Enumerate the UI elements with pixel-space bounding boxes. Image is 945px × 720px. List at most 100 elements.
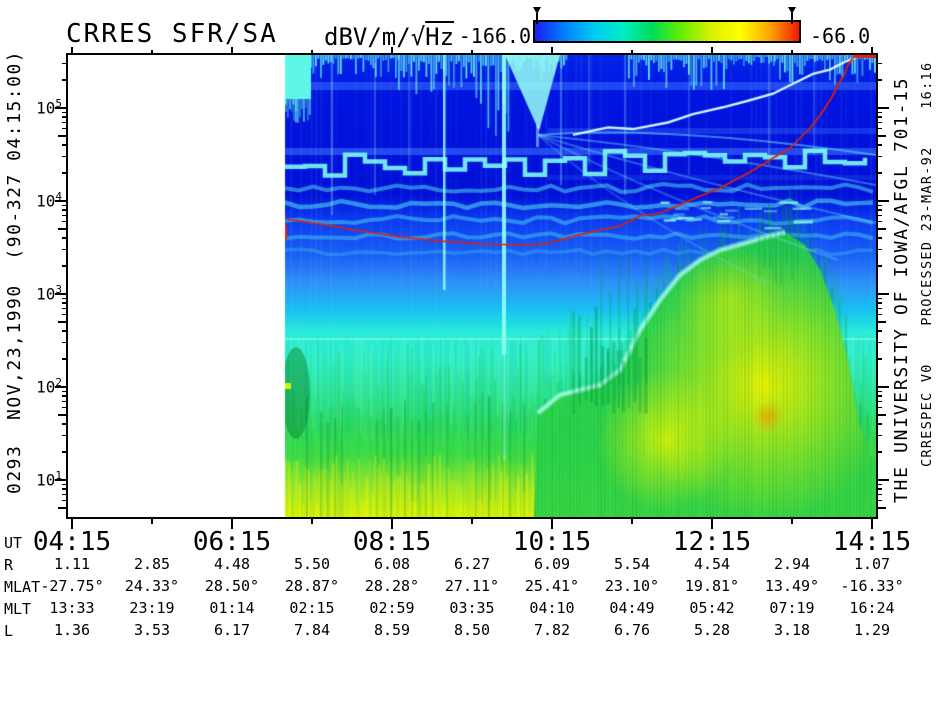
axis-tick xyxy=(878,321,886,323)
axis-tick xyxy=(62,330,66,332)
axis-tick xyxy=(878,358,882,360)
axis-tick xyxy=(62,488,66,490)
ephemeris-value: 4.48 xyxy=(213,555,251,573)
axis-tick xyxy=(62,111,66,113)
ephemeris-value: 16:24 xyxy=(849,599,895,617)
colorbar xyxy=(533,20,801,43)
ephemeris-value: 03:35 xyxy=(449,599,495,617)
axis-tick xyxy=(62,172,66,174)
axis-tick xyxy=(878,302,882,304)
axis-tick xyxy=(71,519,73,529)
ephemeris-value: 6.17 xyxy=(213,621,251,639)
axis-tick xyxy=(878,204,882,206)
axis-tick xyxy=(62,62,66,65)
axis-tick xyxy=(62,499,66,502)
axis-tick xyxy=(878,400,882,403)
ephemeris-value: 23.10° xyxy=(604,577,660,595)
axis-tick xyxy=(58,414,66,416)
axis-tick xyxy=(58,135,66,137)
ephemeris-value: 7.82 xyxy=(533,621,571,639)
axis-tick xyxy=(55,293,66,295)
ephemeris-value: 1.36 xyxy=(53,621,91,639)
axis-tick xyxy=(62,297,66,299)
ut-tick-label: 10:15 xyxy=(512,527,592,557)
axis-tick xyxy=(58,507,66,509)
axis-tick xyxy=(631,519,633,524)
axis-tick xyxy=(62,204,66,206)
axis-tick xyxy=(62,116,66,118)
plot-frame xyxy=(66,53,878,519)
axis-tick xyxy=(62,434,66,437)
axis-tick xyxy=(62,265,66,267)
axis-tick xyxy=(878,406,882,409)
axis-tick xyxy=(711,47,713,53)
ephemeris-value: 23:19 xyxy=(129,599,175,617)
axis-tick xyxy=(231,519,233,529)
axis-tick xyxy=(878,116,882,118)
axis-tick xyxy=(878,479,889,481)
ephemeris-value: -27.75° xyxy=(40,577,104,595)
axis-tick xyxy=(878,237,882,239)
axis-tick xyxy=(878,493,882,496)
axis-tick xyxy=(878,395,882,397)
processing-info-label: CRRESPEC V0 PROCESSED 23-MAR-92 16:16 xyxy=(919,61,935,467)
axis-tick xyxy=(878,434,882,437)
axis-tick xyxy=(878,121,882,124)
axis-tick xyxy=(878,135,886,137)
ephemeris-value: 25.41° xyxy=(524,577,580,595)
ephemeris-row-label: MLT xyxy=(4,600,32,618)
ephemeris-value: 24.33° xyxy=(124,577,180,595)
ephemeris-value: 13.49° xyxy=(764,577,820,595)
axis-tick xyxy=(311,519,313,524)
ephemeris-value: 04:10 xyxy=(529,599,575,617)
axis-tick xyxy=(791,50,793,53)
axis-tick xyxy=(551,519,553,529)
axis-tick xyxy=(62,390,66,392)
axis-tick xyxy=(878,265,882,267)
axis-tick xyxy=(878,307,882,310)
axis-tick xyxy=(151,519,153,524)
ut-row-label: UT xyxy=(4,534,23,552)
spectrogram-canvas xyxy=(68,55,876,517)
axis-tick xyxy=(55,107,66,109)
ephemeris-value: 2.94 xyxy=(773,555,811,573)
axis-tick xyxy=(878,111,882,113)
ut-tick-label: 14:15 xyxy=(832,527,912,557)
axis-tick xyxy=(871,519,873,529)
axis-tick xyxy=(62,155,66,158)
axis-tick xyxy=(878,499,882,502)
axis-tick xyxy=(878,386,889,388)
axis-tick xyxy=(878,414,886,416)
axis-tick xyxy=(62,423,66,425)
axis-tick xyxy=(58,321,66,323)
ephemeris-value: 27.11° xyxy=(444,577,500,595)
axis-tick xyxy=(62,209,66,211)
axis-tick xyxy=(62,121,66,124)
axis-tick xyxy=(878,228,886,230)
axis-tick xyxy=(62,79,66,81)
axis-tick xyxy=(878,248,882,251)
ephemeris-value: 1.29 xyxy=(853,621,891,639)
axis-tick xyxy=(631,50,633,53)
axis-tick xyxy=(878,62,882,65)
ut-tick-label: 04:15 xyxy=(32,527,112,557)
ephemeris-value: 13:33 xyxy=(49,599,95,617)
axis-tick xyxy=(878,214,882,217)
axis-tick xyxy=(878,293,889,295)
axis-tick xyxy=(62,144,66,146)
axis-tick xyxy=(878,423,882,425)
ephemeris-value: 3.18 xyxy=(773,621,811,639)
ephemeris-row-label: MLAT xyxy=(4,578,41,596)
axis-tick xyxy=(878,507,886,509)
axis-tick xyxy=(391,519,393,529)
ephemeris-value: 7.84 xyxy=(293,621,331,639)
colorbar-max-label: -66.0 xyxy=(810,24,871,48)
ephemeris-row-label: L xyxy=(4,622,14,640)
axis-tick xyxy=(62,395,66,397)
institution-label: THE UNIVERSITY OF IOWA/AFGL 701-15 xyxy=(891,76,912,503)
colorbar-min-label: -166.0 xyxy=(458,24,531,48)
axis-tick xyxy=(878,155,882,158)
ephemeris-value: 6.27 xyxy=(453,555,491,573)
axis-tick xyxy=(62,220,66,223)
